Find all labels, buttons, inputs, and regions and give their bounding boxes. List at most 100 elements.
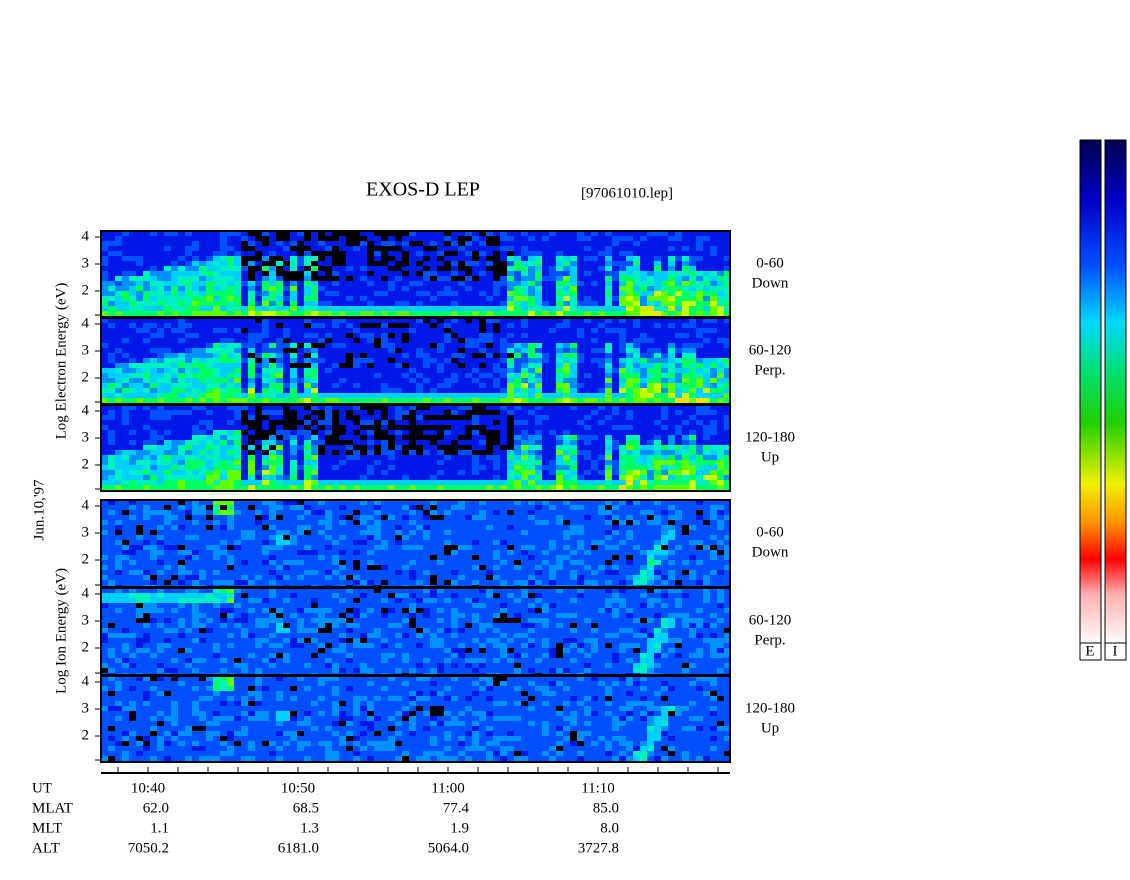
spectrogram-pixel xyxy=(528,236,535,241)
spectrogram-pixel xyxy=(465,266,472,271)
spectrogram-pixel xyxy=(591,430,598,435)
spectrogram-pixel xyxy=(535,301,542,306)
spectrogram-pixel xyxy=(332,373,339,378)
spectrogram-pixel xyxy=(367,450,374,455)
spectrogram-pixel xyxy=(171,358,178,363)
spectrogram-pixel xyxy=(381,318,388,323)
spectrogram-pixel xyxy=(115,393,122,398)
spectrogram-pixel xyxy=(493,338,500,343)
spectrogram-pixel xyxy=(227,398,234,403)
spectrogram-pixel xyxy=(500,301,507,306)
spectrogram-pixel xyxy=(339,311,346,316)
spectrogram-pixel xyxy=(514,368,521,373)
spectrogram-pixel xyxy=(297,425,304,430)
spectrogram-pixel xyxy=(227,271,234,276)
spectrogram-pixel xyxy=(493,378,500,383)
spectrogram-pixel xyxy=(360,286,367,291)
spectrogram-pixel xyxy=(430,306,437,311)
spectrogram-pixel xyxy=(640,373,647,378)
spectrogram-pixel xyxy=(241,393,248,398)
spectrogram-pixel xyxy=(535,291,542,296)
spectrogram-pixel xyxy=(500,368,507,373)
spectrogram-pixel xyxy=(612,435,619,440)
spectrogram-pixel xyxy=(255,261,262,266)
spectrogram-pixel xyxy=(647,231,654,236)
spectrogram-pixel xyxy=(563,236,570,241)
spectrogram-pixel xyxy=(346,241,353,246)
spectrogram-pixel xyxy=(353,450,360,455)
spectrogram-pixel xyxy=(591,241,598,246)
spectrogram-pixel xyxy=(360,296,367,301)
spectrogram-pixel xyxy=(696,405,703,410)
spectrogram-pixel xyxy=(689,276,696,281)
spectrogram-pixel xyxy=(269,470,276,475)
spectrogram-pixel xyxy=(423,440,430,445)
spectrogram-pixel xyxy=(458,415,465,420)
spectrogram-pixel xyxy=(416,256,423,261)
spectrogram-pixel xyxy=(234,388,241,393)
spectrogram-pixel xyxy=(122,286,129,291)
spectrogram-pixel xyxy=(724,378,730,383)
spectrogram-pixel xyxy=(409,276,416,281)
spectrogram-pixel xyxy=(465,286,472,291)
spectrogram-pixel xyxy=(157,301,164,306)
spectrogram-pixel xyxy=(605,271,612,276)
spectrogram-pixel xyxy=(598,266,605,271)
spectrogram-pixel xyxy=(710,251,717,256)
spectrogram-pixel xyxy=(185,241,192,246)
spectrogram-pixel xyxy=(703,251,710,256)
spectrogram-pixel xyxy=(479,415,486,420)
spectrogram-pixel xyxy=(703,271,710,276)
spectrogram-pixel xyxy=(318,440,325,445)
spectrogram-pixel xyxy=(129,373,136,378)
spectrogram-pixel xyxy=(612,405,619,410)
spectrogram-pixel xyxy=(136,500,143,505)
spectrogram-pixel xyxy=(507,338,514,343)
spectrogram-pixel xyxy=(430,445,437,450)
spectrogram-pixel xyxy=(430,405,437,410)
spectrogram-pixel xyxy=(157,440,164,445)
spectrogram-pixel xyxy=(206,301,213,306)
spectrogram-pixel xyxy=(423,266,430,271)
spectrogram-pixel xyxy=(304,388,311,393)
spectrogram-pixel xyxy=(724,256,730,261)
spectrogram-pixel xyxy=(227,256,234,261)
spectrogram-pixel xyxy=(514,440,521,445)
spectrogram-pixel xyxy=(395,241,402,246)
spectrogram-pixel xyxy=(297,398,304,403)
spectrogram-pixel xyxy=(479,445,486,450)
spectrogram-pixel xyxy=(136,470,143,475)
spectrogram-pixel xyxy=(521,368,528,373)
spectrogram-pixel xyxy=(136,236,143,241)
spectrogram-pixel xyxy=(150,271,157,276)
spectrogram-pixel xyxy=(605,276,612,281)
spectrogram-pixel xyxy=(409,291,416,296)
spectrogram-pixel xyxy=(535,363,542,368)
spectrogram-pixel xyxy=(640,348,647,353)
spectrogram-pixel xyxy=(269,276,276,281)
spectrogram-pixel xyxy=(297,440,304,445)
spectrogram-pixel xyxy=(283,241,290,246)
spectrogram-pixel xyxy=(395,246,402,251)
spectrogram-pixel xyxy=(577,500,584,505)
spectrogram-pixel xyxy=(101,450,108,455)
spectrogram-pixel xyxy=(192,475,199,480)
spectrogram-pixel xyxy=(332,460,339,465)
spectrogram-pixel xyxy=(381,450,388,455)
spectrogram-pixel xyxy=(367,388,374,393)
spectrogram-pixel xyxy=(633,301,640,306)
spectrogram-pixel xyxy=(171,251,178,256)
spectrogram-pixel xyxy=(619,455,626,460)
spectrogram-pixel xyxy=(185,256,192,261)
spectrogram-pixel xyxy=(248,505,255,510)
spectrogram-pixel xyxy=(675,348,682,353)
spectrogram-pixel xyxy=(570,480,577,485)
spectrogram-pixel xyxy=(346,363,353,368)
spectrogram-pixel xyxy=(661,353,668,358)
spectrogram-pixel xyxy=(598,415,605,420)
spectrogram-pixel xyxy=(269,465,276,470)
spectrogram-pixel xyxy=(654,378,661,383)
spectrogram-pixel xyxy=(423,281,430,286)
spectrogram-pixel xyxy=(619,500,626,505)
spectrogram-pixel xyxy=(136,266,143,271)
